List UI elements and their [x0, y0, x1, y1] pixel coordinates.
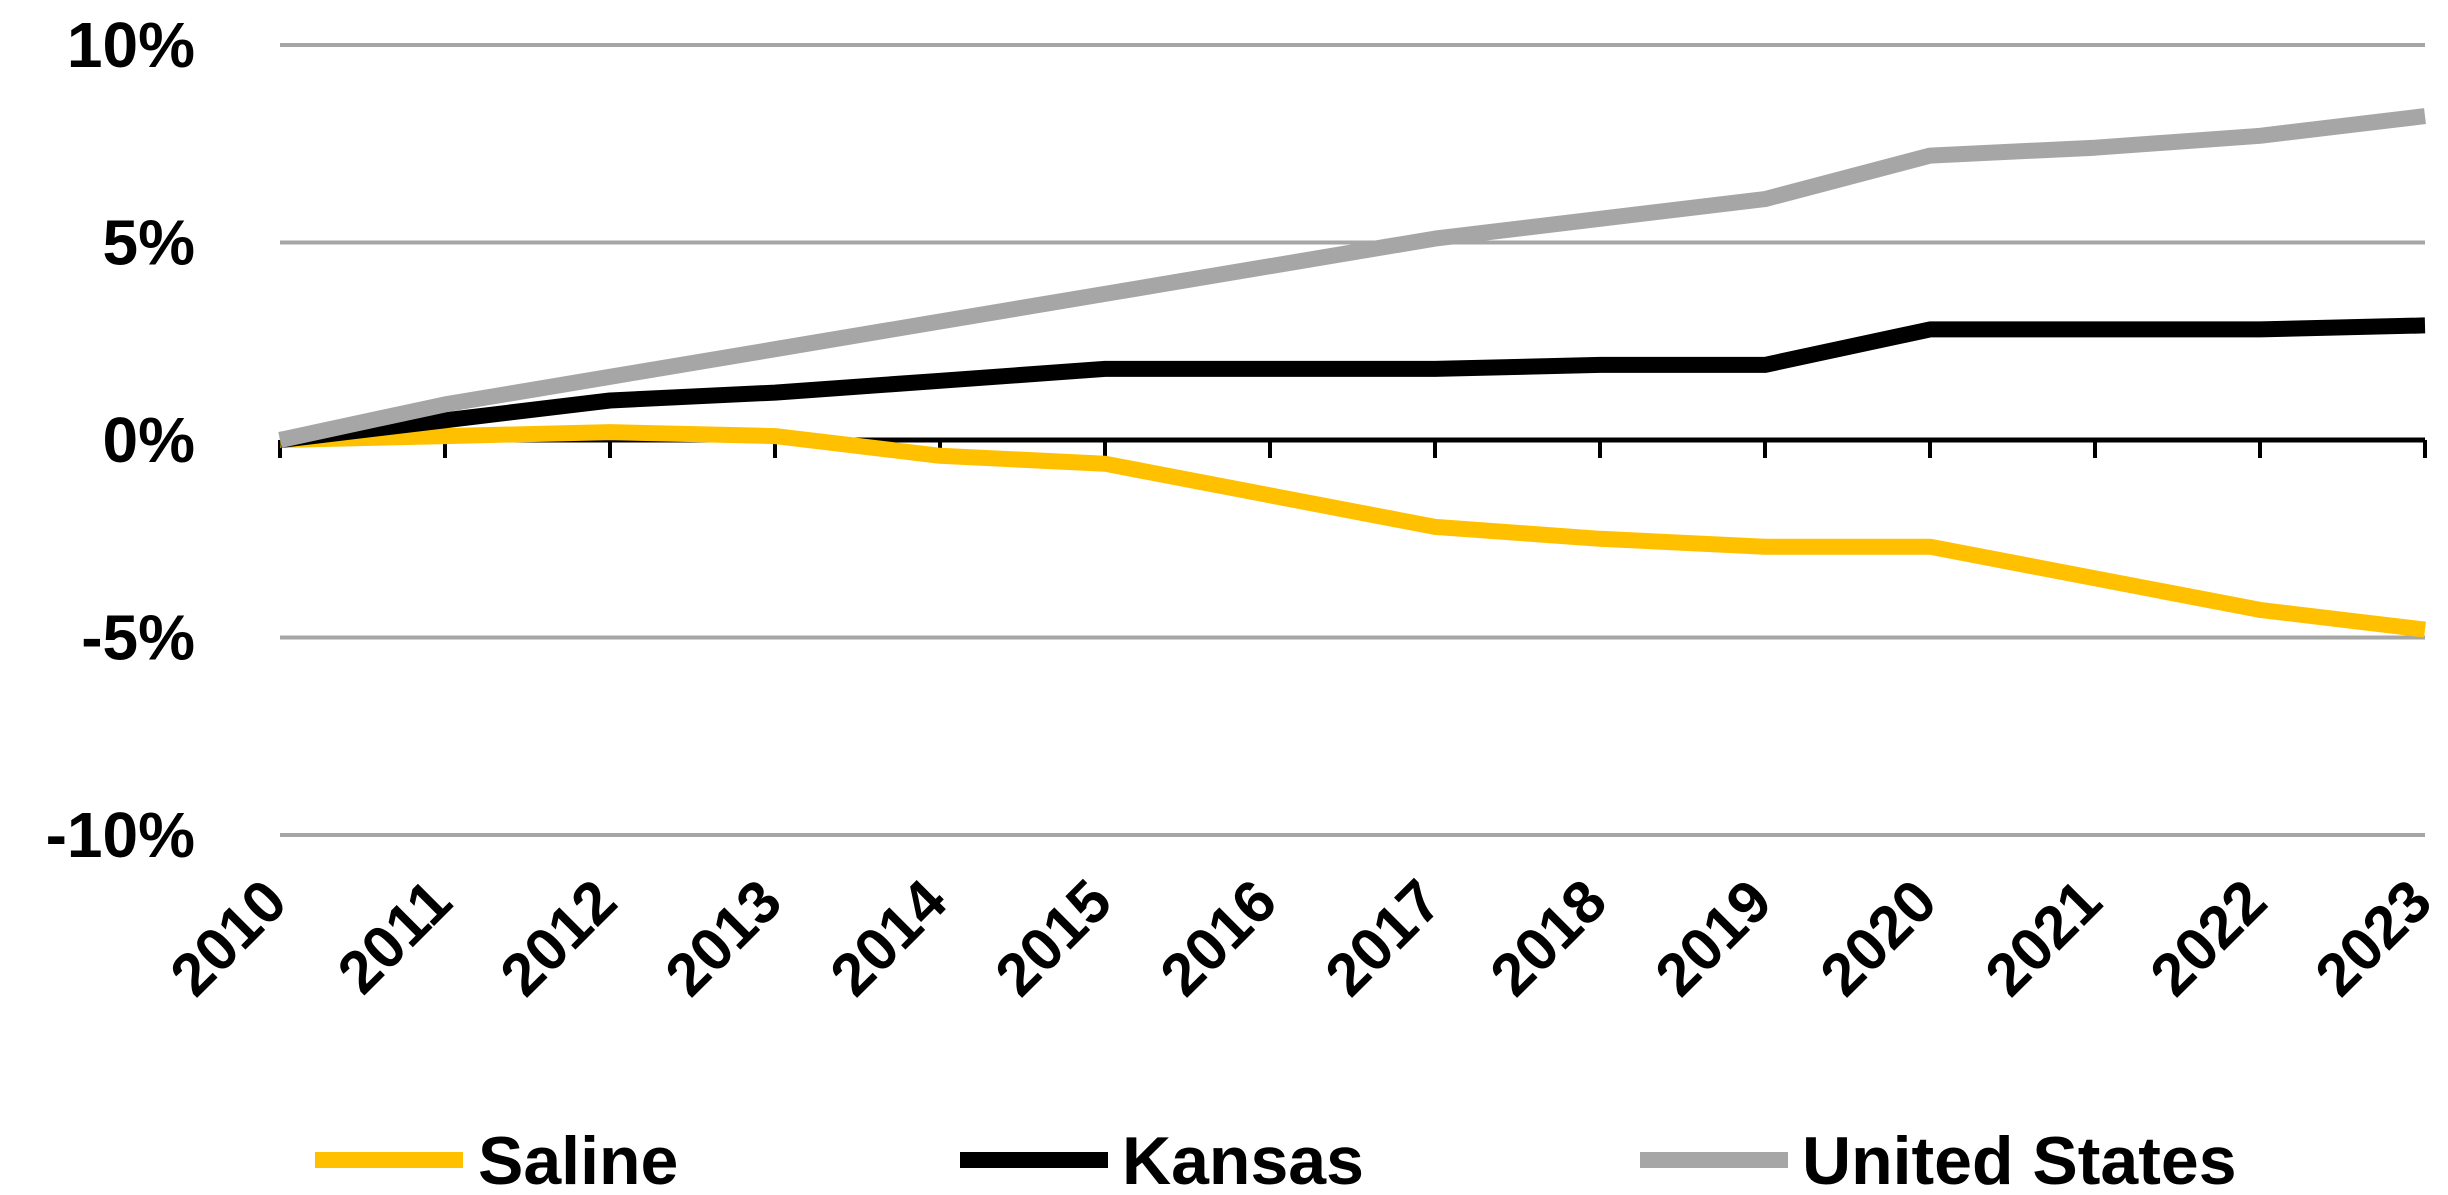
x-axis	[280, 440, 2425, 458]
x-tick-label: 2022	[2137, 867, 2279, 1009]
series-line-united-states	[280, 116, 2425, 440]
x-tick-label: 2016	[1147, 867, 1289, 1009]
x-tick-label: 2010	[157, 867, 299, 1009]
y-axis-tick-labels: 10% 5% 0% -5% -10%	[46, 9, 195, 871]
x-tick-label: 2017	[1312, 867, 1454, 1009]
y-tick-label: 5%	[103, 207, 196, 279]
x-tick-label: 2021	[1972, 867, 2114, 1009]
y-tick-label: -5%	[81, 602, 195, 674]
x-axis-tick-labels: 2010 2011 2012 2013 2014 2015 2016 2017 2018 2019…	[157, 866, 2444, 1008]
x-tick-label: 2011	[325, 867, 464, 1006]
legend-label-saline: Saline	[478, 1123, 678, 1195]
x-tick-label: 2012	[487, 867, 629, 1009]
legend-label-kansas: Kansas	[1122, 1123, 1364, 1195]
x-tick-label: 2015	[982, 867, 1124, 1009]
series-lines	[280, 116, 2425, 630]
x-tick-label: 2013	[652, 867, 794, 1009]
x-tick-label: 2023	[2302, 867, 2444, 1009]
series-line-saline	[280, 432, 2425, 629]
legend: Saline Kansas United States	[315, 1123, 2237, 1195]
y-tick-label: 10%	[67, 9, 195, 81]
x-tick-label: 2014	[817, 866, 959, 1008]
legend-label-united-states: United States	[1802, 1123, 2237, 1195]
x-tick-label: 2019	[1642, 867, 1784, 1009]
y-tick-label: 0%	[103, 404, 196, 476]
x-tick-label: 2018	[1477, 867, 1619, 1009]
y-tick-label: -10%	[46, 799, 195, 871]
x-tick-label: 2020	[1807, 867, 1949, 1009]
